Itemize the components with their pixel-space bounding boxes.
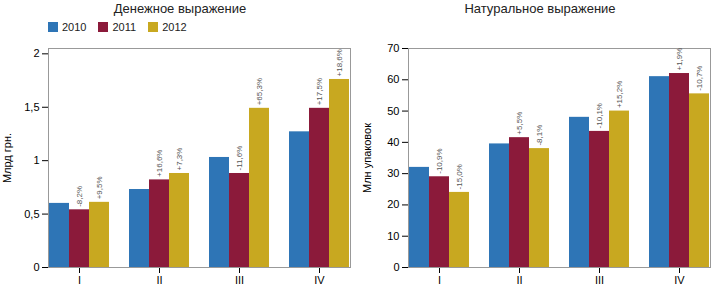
svg-text:-10,9%: -10,9%	[435, 148, 444, 173]
svg-text:+5,5%: +5,5%	[515, 112, 524, 135]
svg-text:IV: IV	[314, 274, 325, 286]
svg-text:60: 60	[387, 73, 399, 85]
svg-text:-8,1%: -8,1%	[535, 125, 544, 146]
svg-text:+18,6%: +18,6%	[335, 49, 344, 76]
svg-text:+7,3%: +7,3%	[175, 148, 184, 171]
svg-text:0: 0	[33, 261, 39, 273]
svg-text:+16,6%: +16,6%	[155, 150, 164, 177]
svg-text:-10,1%: -10,1%	[595, 103, 604, 128]
html-text:Натуральное выражение: Натуральное выражение	[464, 1, 616, 16]
html-text:2011: 2011	[112, 21, 137, 33]
svg-text:20: 20	[387, 198, 399, 210]
svg-text:+65,3%: +65,3%	[255, 78, 264, 105]
svg-text:-15,0%: -15,0%	[455, 164, 464, 189]
svg-text:2: 2	[33, 47, 39, 59]
svg-text:+1,9%: +1,9%	[675, 48, 684, 71]
svg-text:+15,2%: +15,2%	[615, 81, 624, 108]
svg-text:30: 30	[387, 167, 399, 179]
svg-text:-8,2%: -8,2%	[75, 186, 84, 207]
svg-text:III: III	[595, 274, 604, 286]
svg-text:-10,7%: -10,7%	[695, 66, 704, 91]
svg-text:Млн упаковок: Млн упаковок	[361, 123, 373, 193]
svg-text:50: 50	[387, 105, 399, 117]
svg-text:III: III	[235, 274, 244, 286]
svg-text:+17,5%: +17,5%	[315, 78, 324, 105]
html-text:2012: 2012	[162, 21, 187, 33]
svg-text:40: 40	[387, 136, 399, 148]
svg-text:1,5: 1,5	[24, 101, 39, 113]
svg-text:1: 1	[33, 154, 39, 166]
svg-text:0: 0	[393, 261, 399, 273]
svg-text:10: 10	[387, 230, 399, 242]
svg-text:70: 70	[387, 42, 399, 54]
svg-text:Млрд грн.: Млрд грн.	[1, 133, 13, 183]
svg-text:IV: IV	[674, 274, 685, 286]
svg-text:0,5: 0,5	[24, 208, 39, 220]
svg-text:+9,5%: +9,5%	[95, 176, 104, 199]
svg-text:I: I	[438, 274, 441, 286]
svg-text:-11,6%: -11,6%	[235, 146, 244, 171]
svg-text:II: II	[516, 274, 522, 286]
html-text:2010: 2010	[62, 21, 87, 33]
svg-text:I: I	[78, 274, 81, 286]
html-text:Денежное выражение: Денежное выражение	[113, 1, 247, 16]
svg-text:II: II	[156, 274, 162, 286]
